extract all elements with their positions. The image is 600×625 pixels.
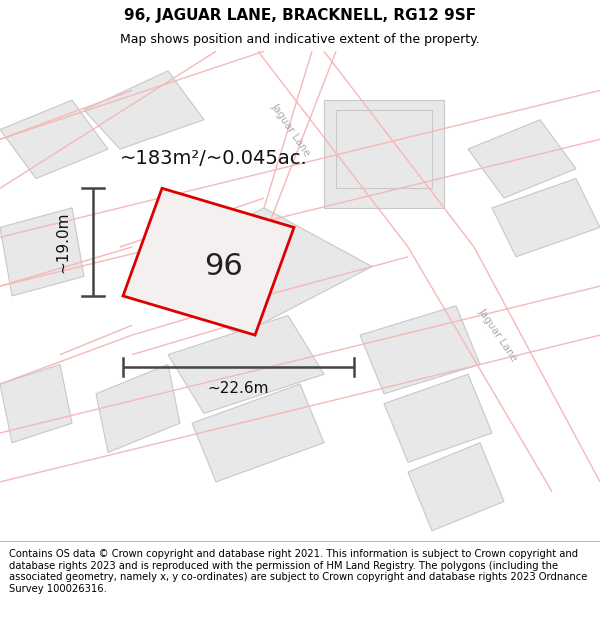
Polygon shape [408,247,600,492]
Polygon shape [123,188,294,335]
Polygon shape [468,120,576,198]
Text: Jaguar Lane: Jaguar Lane [476,307,520,364]
Text: Map shows position and indicative extent of the property.: Map shows position and indicative extent… [120,34,480,46]
Polygon shape [168,316,324,413]
Polygon shape [84,71,204,149]
Polygon shape [408,442,504,531]
Polygon shape [132,208,372,335]
Polygon shape [96,364,180,452]
Text: ~183m²/~0.045ac.: ~183m²/~0.045ac. [120,149,308,168]
Polygon shape [0,91,600,286]
Text: Contains OS data © Crown copyright and database right 2021. This information is : Contains OS data © Crown copyright and d… [9,549,587,594]
Polygon shape [0,286,600,482]
Polygon shape [360,306,480,394]
Text: 96: 96 [204,252,243,281]
Text: 96, JAGUAR LANE, BRACKNELL, RG12 9SF: 96, JAGUAR LANE, BRACKNELL, RG12 9SF [124,8,476,23]
Polygon shape [0,51,252,188]
Polygon shape [0,100,108,179]
Polygon shape [192,384,324,482]
Polygon shape [336,110,432,188]
Polygon shape [252,51,408,247]
Text: ~19.0m: ~19.0m [56,211,71,273]
Polygon shape [0,442,132,541]
Polygon shape [0,208,84,296]
Polygon shape [492,179,600,257]
Text: Jaguar Lane: Jaguar Lane [269,101,313,158]
Polygon shape [0,364,72,442]
Text: ~22.6m: ~22.6m [208,381,269,396]
Polygon shape [384,374,492,462]
Polygon shape [324,100,444,208]
